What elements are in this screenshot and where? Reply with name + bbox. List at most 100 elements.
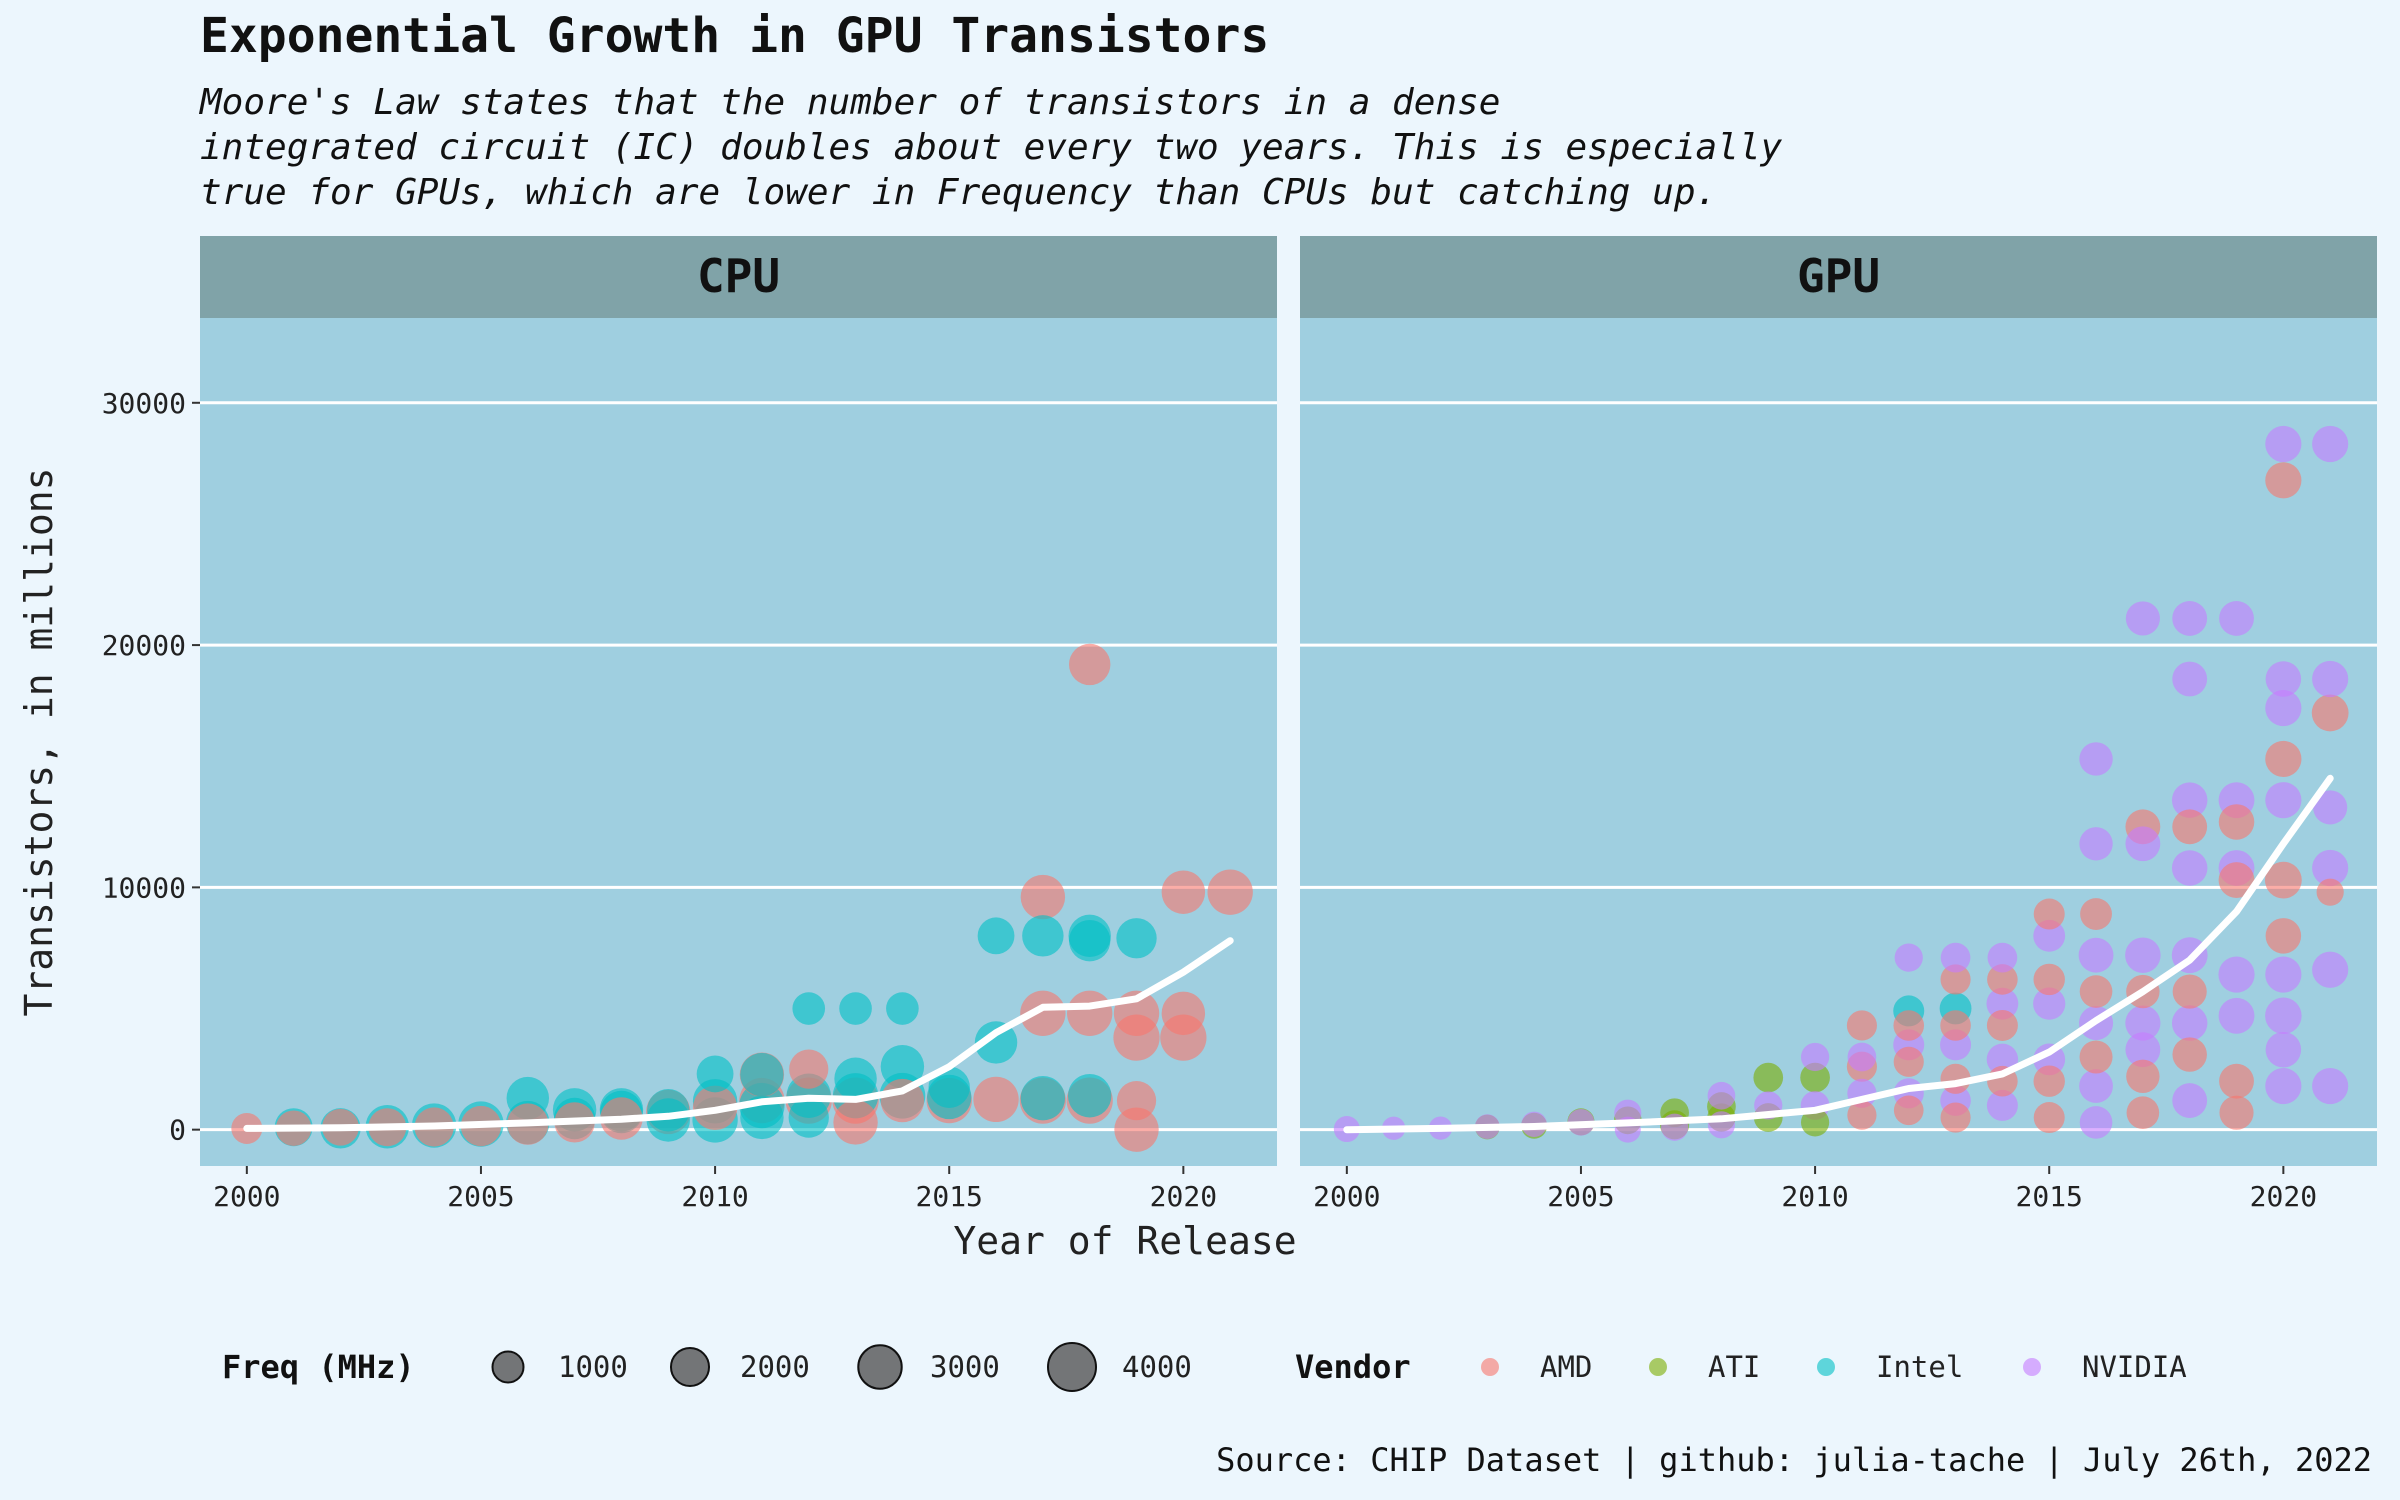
data-point-amd — [2172, 974, 2207, 1009]
data-point-nvidia — [2265, 997, 2302, 1035]
data-point-amd — [2033, 898, 2065, 930]
data-point-nvidia — [2171, 782, 2208, 818]
vendor-legend-label: Intel — [1876, 1350, 1963, 1384]
data-point-nvidia — [2079, 827, 2113, 861]
data-point-intel — [928, 1066, 970, 1108]
data-point-nvidia — [1800, 1042, 1830, 1072]
data-point-nvidia — [1987, 942, 2018, 973]
data-point-ati — [1800, 1108, 1830, 1137]
data-point-nvidia — [2171, 850, 2208, 886]
size-legend-label: 2000 — [740, 1350, 810, 1384]
data-point-amd — [2316, 878, 2344, 906]
data-point-nvidia — [2079, 1106, 2113, 1139]
data-point-intel — [977, 917, 1015, 955]
color-legend-title: Vendor — [1295, 1348, 1411, 1386]
data-point-amd — [2080, 898, 2112, 930]
data-point-intel — [886, 992, 919, 1025]
x-tick-label: 2000 — [213, 1180, 280, 1213]
data-point-intel — [792, 992, 826, 1025]
size-legend-label: 1000 — [558, 1350, 628, 1384]
panel-background — [1300, 318, 2377, 1166]
data-point-amd — [1846, 1010, 1877, 1041]
data-point-nvidia — [2033, 1043, 2066, 1076]
vendor-legend-key-intel — [1817, 1358, 1835, 1376]
data-point-amd — [2126, 1096, 2160, 1130]
x-tick-label: 2005 — [1547, 1180, 1614, 1213]
data-point-nvidia — [1847, 1042, 1877, 1072]
size-legend-key — [669, 1346, 711, 1388]
data-point-amd — [973, 1076, 1019, 1123]
data-point-intel — [740, 1052, 784, 1097]
data-point-nvidia — [2033, 919, 2066, 952]
data-point-amd — [1987, 964, 2018, 995]
data-point-amd — [833, 1100, 878, 1145]
data-point-amd — [1940, 964, 1971, 995]
data-point-nvidia — [2079, 1069, 2113, 1103]
data-point-amd — [2172, 1037, 2207, 1072]
source-caption: Source: CHIP Dataset | github: julia-tac… — [1216, 1441, 2372, 1479]
data-point-nvidia — [2218, 956, 2255, 993]
size-legend-label: 4000 — [1122, 1350, 1192, 1384]
data-point-amd — [1986, 1009, 2018, 1041]
x-axis-title: Year of Release — [953, 1219, 1296, 1263]
data-point-amd — [2265, 918, 2302, 954]
panel-cpu: CPU 2000 2005 2010 2015 2020 0 10000 20000 30000 — [102, 236, 1277, 1213]
data-point-amd — [1114, 1107, 1159, 1152]
data-point-nvidia — [2265, 425, 2302, 463]
data-point-amd — [2265, 462, 2302, 499]
data-point-amd — [2079, 975, 2113, 1008]
size-legend-key — [491, 1350, 525, 1384]
data-point-amd — [1207, 869, 1253, 915]
subtitle-line-2: integrated circuit (IC) doubles about ev… — [200, 127, 1783, 168]
data-point-nvidia — [2078, 937, 2114, 973]
size-legend-title: Freq (MHz) — [222, 1348, 415, 1386]
data-point-amd — [2219, 1063, 2254, 1099]
subtitle-line-3: true for GPUs, which are lower in Freque… — [200, 172, 1717, 213]
legend: Freq (MHz) Vendor 1000 2000 3000 4000 AMD ATI… — [222, 1342, 2187, 1392]
data-point-nvidia — [2312, 1067, 2349, 1105]
data-point-amd — [1116, 1080, 1157, 1121]
data-point-amd — [2079, 1040, 2113, 1074]
x-tick-label: 2015 — [2015, 1180, 2082, 1213]
x-tick-label: 2000 — [1313, 1180, 1380, 1213]
points-cpu — [231, 643, 1253, 1152]
subtitle-line-1: Moore's Law states that the number of tr… — [198, 82, 1500, 123]
data-point-amd — [2126, 1059, 2160, 1094]
data-point-amd — [1020, 874, 1066, 920]
y-tick-label: 30000 — [102, 387, 186, 420]
size-legend-key — [1047, 1342, 1097, 1392]
data-point-amd — [2033, 1102, 2065, 1134]
data-point-nvidia — [2125, 937, 2161, 973]
vendor-legend-key-nvidia — [2023, 1358, 2041, 1376]
data-point-amd — [1020, 990, 1066, 1037]
data-point-amd — [2172, 809, 2208, 845]
data-point-nvidia — [2218, 997, 2255, 1034]
data-point-nvidia — [2079, 742, 2113, 776]
y-tick-label: 0 — [169, 1114, 186, 1147]
data-point-nvidia — [1707, 1081, 1736, 1110]
data-point-amd — [789, 1049, 829, 1089]
data-point-amd — [2033, 963, 2065, 996]
data-point-nvidia — [1986, 1089, 2018, 1121]
data-point-amd — [1067, 990, 1113, 1037]
data-point-nvidia — [2172, 1083, 2208, 1118]
data-point-amd — [2218, 862, 2255, 899]
data-point-intel — [839, 992, 872, 1025]
data-point-intel — [1068, 919, 1111, 962]
data-point-nvidia — [1894, 943, 1923, 972]
data-point-amd — [1940, 1010, 1971, 1041]
data-point-nvidia — [2312, 660, 2349, 698]
x-tick-label: 2010 — [681, 1180, 748, 1213]
data-point-intel — [1067, 1074, 1112, 1118]
data-point-amd — [1893, 1095, 1924, 1126]
vendor-legend-label: AMD — [1540, 1350, 1592, 1384]
data-point-amd — [1847, 1100, 1877, 1130]
data-point-nvidia — [2312, 849, 2349, 887]
data-point-intel — [974, 1021, 1018, 1064]
facet-panels: CPU 2000 2005 2010 2015 2020 0 10000 20000 30000 G… — [102, 236, 2377, 1213]
panel-gpu: GPU 2000 2005 2010 2015 2020 — [1300, 236, 2377, 1213]
strip-gpu — [1300, 236, 2377, 318]
y-tick-label: 20000 — [102, 629, 186, 662]
chart-title: Exponential Growth in GPU Transistors — [200, 8, 1269, 64]
x-tick-label: 2020 — [1150, 1180, 1217, 1213]
